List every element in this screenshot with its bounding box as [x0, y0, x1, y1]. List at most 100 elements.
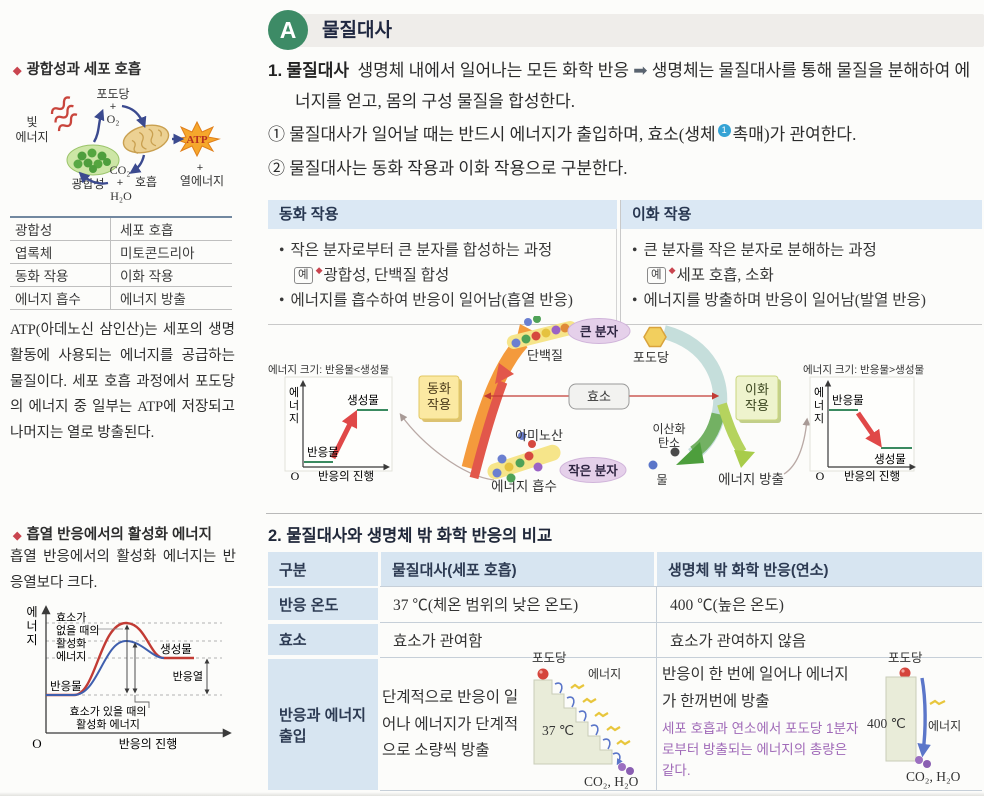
table-line [380, 622, 982, 623]
co2-h2o-label: CO₂, H₂O [906, 769, 961, 784]
energy-cascade-squiggles [554, 682, 623, 766]
table-row: 동화 작용 이화 작용 [10, 264, 232, 287]
section1-paragraph: 1. 물질대사 생명체 내에서 일어나는 모든 화학 반응 ➡ 생명체는 물질대… [268, 61, 971, 111]
mitochondria-icon [122, 124, 170, 154]
svg-text:O: O [816, 469, 825, 483]
anabolism-tag: 동화 작용 [418, 375, 462, 422]
with-enzyme-label: 효소가 있을 때의 [70, 705, 147, 718]
svg-text:작용: 작용 [427, 397, 451, 412]
energy-release-graph: 에 너 지 반응물 생성물 O 반응의 진행 [809, 376, 916, 483]
reactant-label: 반응물 [50, 680, 82, 693]
y-label-char: 에 [26, 605, 37, 619]
atp-note: ATP(아데노신 삼인산)는 세포의 생명 활동에 사용되는 에너지를 공급하는… [10, 322, 235, 442]
co2-molecule-icon [670, 447, 680, 457]
energy-in-arrow [469, 380, 508, 480]
co2-h2o-label: CO₂, H₂O [584, 774, 639, 789]
heat-energy-label: 열에너지 [180, 174, 224, 188]
diamond-bullet-icon: ◆ [13, 65, 22, 77]
energy-absorb-graph: 에 너 지 생성물 반응물 O 반응의 진행 [284, 376, 393, 483]
temperature-label: 400 ℃ [867, 716, 906, 731]
svg-text:동화: 동화 [427, 381, 451, 396]
table-line [380, 657, 982, 658]
activation-energy-graph: 에 너 지 효소가 없을 때의 활성화 에너지 생성물 반응물 반응열 효소가 … [26, 605, 232, 751]
table-row: 엽록체 미토콘드리아 [10, 241, 232, 264]
energy-absorb-label: 에너지 흡수 [491, 479, 557, 494]
example-chip: 예 [294, 267, 313, 285]
svg-text:작은 분자: 작은 분자 [568, 463, 618, 478]
catabolism-example: 예 ◆세포 호흡, 소화 [632, 263, 974, 288]
x-axis-label: 반응의 진행 [119, 736, 178, 751]
catabolism-bullet-1: • 큰 분자를 작은 분자로 분해하는 과정 [632, 242, 877, 259]
cell-enzyme-outside: 효소가 관여하지 않음 [670, 632, 807, 650]
numbered-point-2: ② 물질대사는 동화 작용과 이화 작용으로 구분한다. [268, 159, 628, 178]
svg-text:너: 너 [289, 399, 299, 412]
cliff-energy-diagram: 포도당 400 ℃ 에너지 CO₂, H₂O [867, 651, 961, 784]
right-graph-title: 에너지 크기: 반응물>생성물 [803, 364, 924, 376]
with-enzyme-label: 활성화 에너지 [76, 717, 140, 731]
diamond-icon: ◆ [668, 265, 676, 276]
row-label-temperature: 반응 온도 [268, 588, 378, 620]
table-header-class: 구분 [268, 552, 378, 586]
co2-label-1: 이산화 [652, 422, 685, 436]
catabolism-box-title: 이화 작용 [621, 200, 982, 229]
staircase-block [533, 679, 613, 765]
energy-release-label: 에너지 방출 [718, 472, 784, 487]
small-molecule-badge: 작은 분자 [559, 457, 627, 483]
amino-acid-label: 아미노산 [515, 428, 563, 443]
plus-1: + [110, 101, 116, 113]
water-molecule-icon [648, 460, 658, 470]
water-label: 물 [656, 473, 667, 487]
chloroplast-icon [66, 144, 120, 176]
energy-label: 에너지 [928, 719, 961, 733]
cliff-block [885, 676, 917, 762]
svg-text:이화: 이화 [745, 382, 769, 397]
table-header-metabolism: 물질대사(세포 호흡) [381, 552, 654, 586]
svg-text:O: O [291, 469, 300, 483]
co2-label-2: 탄소 [658, 436, 680, 450]
atp-label: ATP [186, 134, 207, 146]
energy-drop-arrow [917, 677, 931, 758]
endothermic-note: 흡열 반응에서의 활성화 에너지는 반응열보다 크다. [10, 549, 236, 591]
product-label: 생성물 [160, 643, 192, 656]
svg-text:작용: 작용 [745, 398, 769, 413]
page-edge-shadow [0, 792, 984, 796]
metabolism-cycle-diagram: 에너지 크기: 반응물<생성물 에 너 지 생성물 반응물 O 반응의 진행 에… [268, 316, 924, 494]
svg-text:너: 너 [814, 399, 824, 412]
origin-label: O [32, 736, 41, 751]
svg-text:지: 지 [814, 412, 824, 425]
catabolism-arrowhead [676, 442, 704, 465]
page-title: 물질대사 [322, 20, 392, 41]
protein-icon [506, 316, 578, 350]
table-line [380, 790, 982, 791]
no-enzyme-curve [46, 621, 194, 697]
light-label-1: 빛 [26, 115, 37, 129]
catabolism-bullet-2: • 에너지를 방출하며 반응이 일어남(발열 반응) [632, 292, 926, 310]
svg-text:지: 지 [289, 412, 299, 425]
svg-text:반응의 진행: 반응의 진행 [318, 470, 374, 483]
cycle-arrows [78, 104, 185, 185]
plus-3: + [117, 177, 123, 189]
footnote-1-badge: 1 [717, 124, 731, 138]
anabolism-box: 동화 작용 • 작은 분자로부터 큰 분자를 합성하는 과정 예 ◆광합성, 단백질… [268, 200, 617, 326]
enzyme-tag: 효소 [568, 383, 630, 410]
numbered-point-1: ① 물질대사가 일어날 때는 반드시 에너지가 출입하며, 효소(생체 1 촉매)가… [268, 124, 857, 144]
with-enzyme-curve [46, 639, 165, 696]
example-chip: 예 [647, 267, 666, 285]
glucose-label: 포도당 [633, 350, 669, 365]
diamond-icon: ◆ [315, 265, 323, 276]
co2-label: CO₂ [110, 163, 131, 177]
annotation-arrow-left [399, 413, 495, 481]
row-label-energy: 반응과 에너지 출입 [268, 659, 378, 790]
svg-text:에: 에 [289, 386, 299, 399]
protein-label: 단백질 [527, 348, 563, 363]
product-label: 생성물 [874, 453, 906, 466]
product-label: 생성물 [347, 394, 379, 407]
photosynthesis-respiration-cycle-diagram: 빛 에너지 광합성 포도당 + O₂ 호흡 ATP + 열에너지 CO₂ + H… [15, 87, 224, 203]
section-header-bar [276, 14, 984, 47]
glucose-label: 포도당 [532, 651, 567, 665]
table-header-outside: 생명체 밖 화학 반응(연소) [657, 552, 982, 586]
light-label-2: 에너지 [15, 130, 48, 144]
plus-2: + [197, 162, 203, 174]
light-energy-icon [50, 96, 78, 132]
no-enzyme-label: 에너지 [56, 650, 86, 663]
